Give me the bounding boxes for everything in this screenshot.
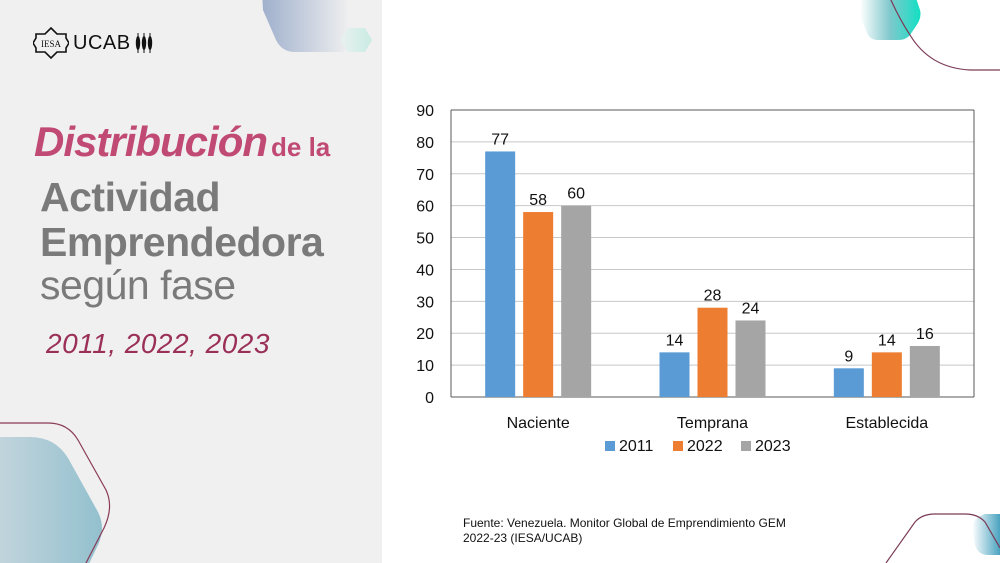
title-years: 2011, 2022, 2023: [46, 328, 270, 359]
decorative-hexagon-bottom: [0, 422, 111, 563]
bar-2022-establecida: [871, 352, 902, 397]
y-tick-label: 40: [416, 262, 434, 279]
legend-label: 2022: [687, 438, 723, 455]
bar-chart: 0 10 20 30 40 50 60 70 80 90 77 58 60 14 28 24 9 14 16 Na…: [416, 103, 975, 455]
title-segun-fase: según fase: [40, 262, 236, 308]
source-line-2: 2022-23 (IESA/UCAB): [463, 531, 583, 545]
bar-2011-naciente: [485, 151, 516, 397]
data-label: 16: [916, 326, 934, 343]
iesa-logo-icon: IESA: [33, 26, 69, 60]
title-actividad: Actividad: [40, 174, 221, 220]
y-tick-label: 20: [416, 326, 434, 343]
legend-label: 2011: [619, 438, 654, 455]
decorative-hexagon-top-right: [860, 0, 1000, 71]
data-label: 9: [844, 348, 853, 365]
left-panel: IESA UCAB Distribución de la Actividad Em…: [0, 0, 382, 563]
source-line-1: Fuente: Venezuela. Monitor Global de Emp…: [463, 516, 786, 530]
title-distribucion: Distribución: [34, 118, 268, 165]
ucab-logo-icon: [135, 33, 152, 53]
decorative-hexagon-bottom-right: [885, 513, 1000, 563]
y-tick-label: 80: [416, 135, 434, 152]
y-tick-label: 70: [416, 167, 434, 184]
data-label: 60: [567, 186, 585, 203]
legend-swatch-2023: [741, 441, 751, 451]
y-tick-label: 50: [416, 231, 434, 248]
legend-swatch-2022: [673, 441, 683, 451]
legend-label: 2023: [755, 438, 791, 455]
y-axis-ticks: 0 10 20 30 40 50 60 70 80 90: [416, 103, 434, 407]
bar-2022-temprana: [697, 307, 728, 397]
chart-bars: [485, 151, 940, 397]
data-label: 28: [704, 288, 722, 305]
title-de-la: de la: [271, 132, 331, 162]
data-label: 58: [529, 192, 547, 209]
source-note: Fuente: Venezuela. Monitor Global de Emp…: [463, 516, 786, 546]
data-label: 24: [742, 300, 760, 317]
decorative-hexagon-top: [262, 0, 372, 52]
bar-2011-temprana: [659, 352, 690, 397]
logo: IESA UCAB: [33, 25, 153, 61]
data-label: 77: [491, 131, 509, 148]
y-tick-label: 60: [416, 199, 434, 216]
data-label: 14: [878, 332, 896, 349]
bar-2023-establecida: [909, 345, 940, 397]
x-tick-label: Naciente: [507, 415, 570, 432]
title-emprendedora: Emprendedora: [40, 219, 324, 265]
svg-text:IESA: IESA: [41, 39, 62, 49]
bar-2023-temprana: [735, 320, 766, 397]
title-line-1: Distribución de la: [34, 118, 330, 166]
y-tick-label: 0: [425, 390, 434, 407]
y-tick-label: 30: [416, 294, 434, 311]
x-tick-label: Establecida: [845, 415, 928, 432]
y-tick-label: 90: [416, 103, 434, 120]
data-label: 14: [666, 332, 684, 349]
chart-legend: 2011 2022 2023: [605, 438, 791, 455]
legend-swatch-2011: [605, 441, 615, 451]
bar-2011-establecida: [833, 368, 864, 397]
y-tick-label: 10: [416, 358, 434, 375]
bar-2022-naciente: [523, 212, 554, 397]
ucab-logo-text: UCAB: [73, 31, 131, 54]
bar-2023-naciente: [561, 205, 592, 397]
chart-data-labels: 77 58 60 14 28 24 9 14 16: [491, 131, 934, 365]
x-tick-label: Temprana: [677, 415, 748, 432]
x-axis-ticks: Naciente Temprana Establecida: [507, 415, 929, 432]
